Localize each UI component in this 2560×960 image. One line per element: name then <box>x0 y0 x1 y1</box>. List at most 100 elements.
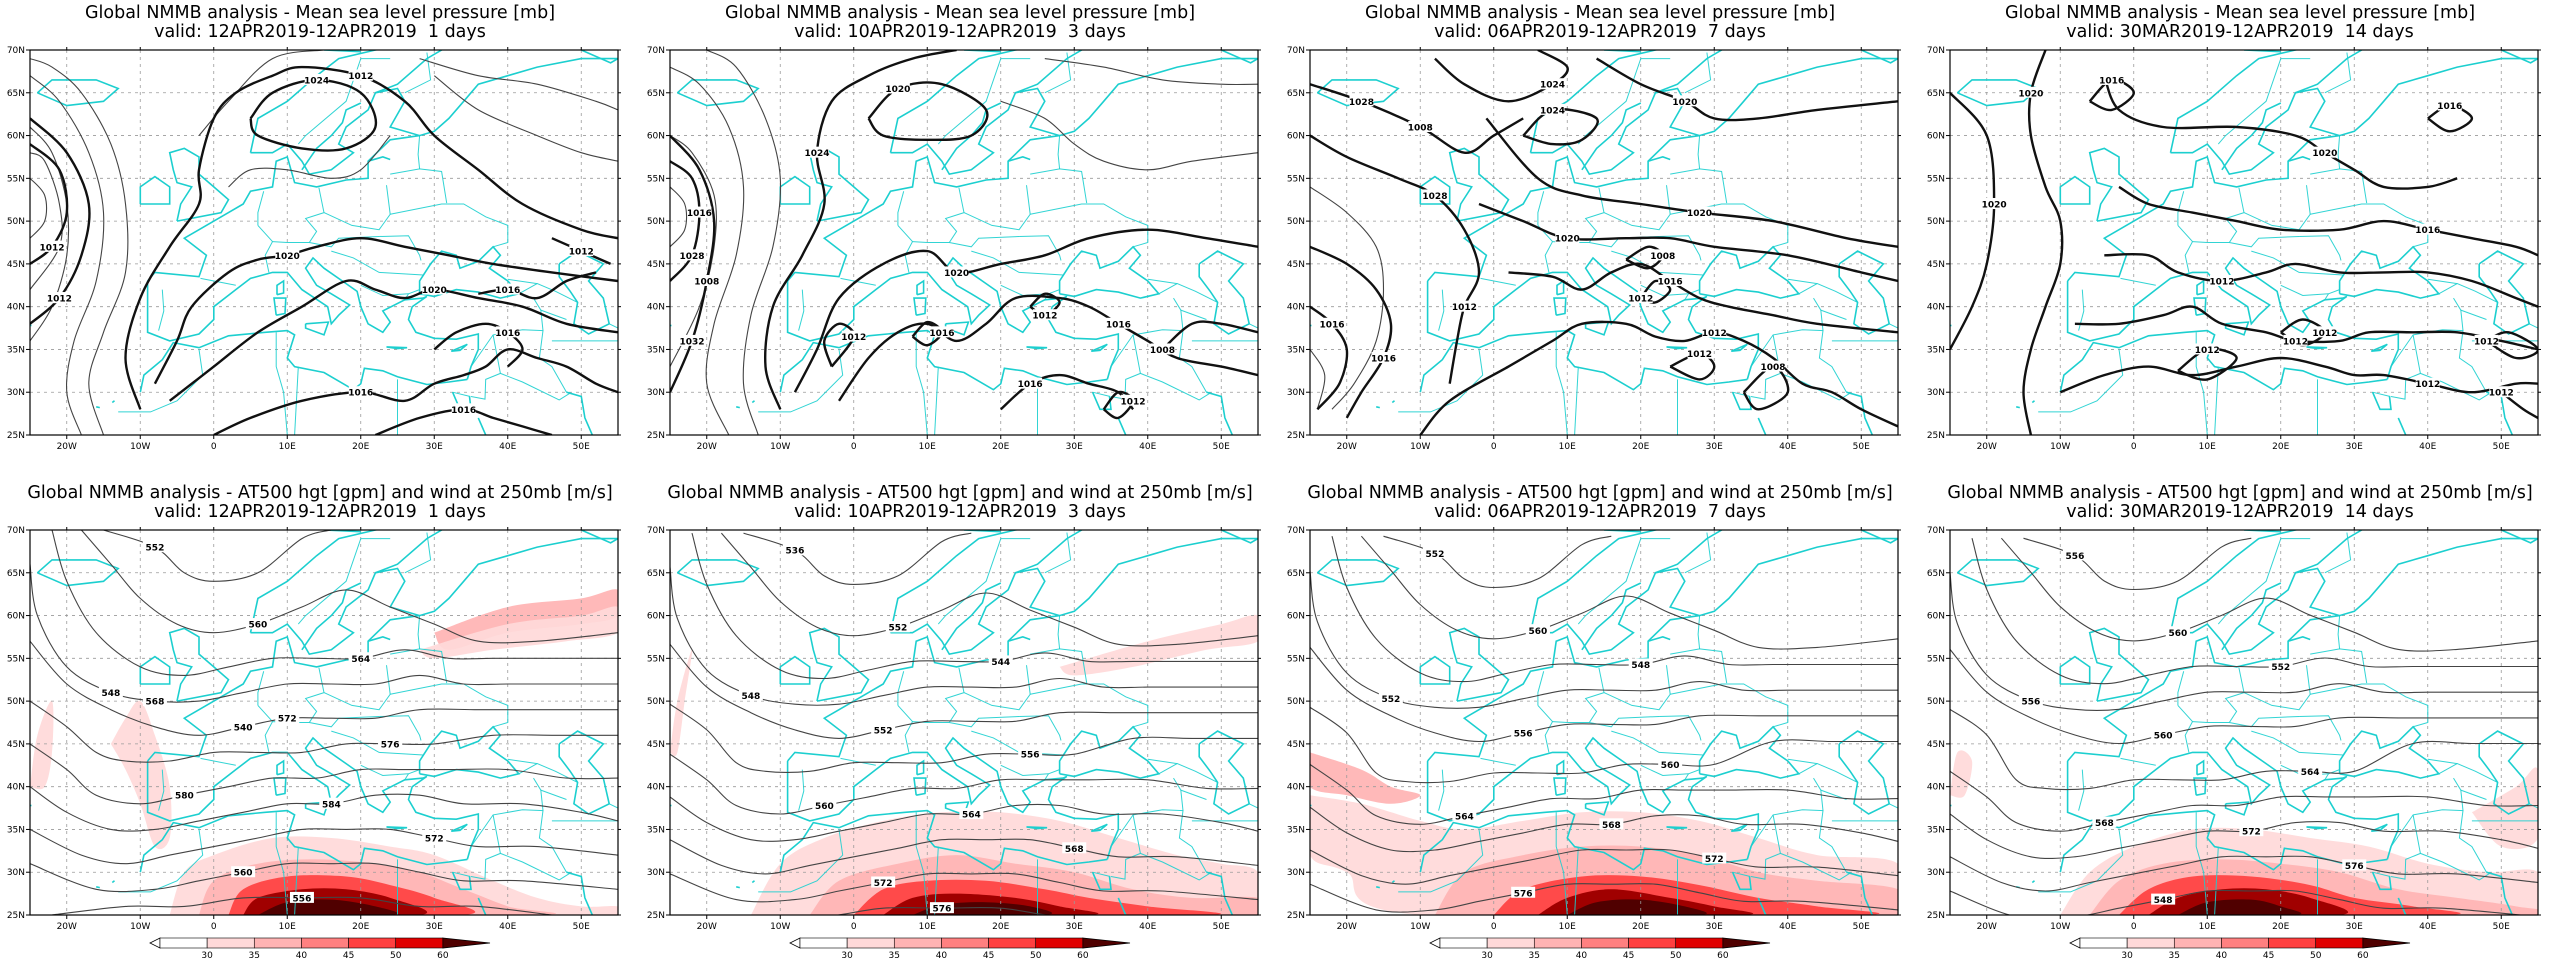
country-border <box>1140 372 1211 401</box>
coastline <box>146 256 480 380</box>
country-border <box>2528 323 2538 329</box>
contour-label-text: 572 <box>2242 828 2261 838</box>
contour-label-text: 548 <box>2154 896 2173 906</box>
coastline <box>386 826 408 830</box>
contour-label-text: 1016 <box>348 389 373 399</box>
coastline <box>2031 400 2035 404</box>
country-border <box>2324 52 2352 94</box>
country-border <box>2310 203 2429 248</box>
coastline <box>139 175 171 205</box>
coastline <box>1553 297 1567 316</box>
isobar <box>1310 134 1481 384</box>
contour-label: 1020 <box>2018 86 2043 99</box>
contour-label: 548 <box>98 686 123 699</box>
contour-label-text: 1020 <box>2018 89 2043 99</box>
coastline <box>146 736 480 860</box>
colorbar-segment <box>846 937 895 949</box>
coastline <box>301 102 362 171</box>
contour-label: 552 <box>2268 660 2293 673</box>
isobar <box>168 279 618 402</box>
coastline <box>1220 50 1258 64</box>
contour-label: 1012 <box>1687 347 1712 360</box>
coastline <box>1448 627 1510 702</box>
country-border <box>1750 297 1824 367</box>
isobar <box>249 78 378 152</box>
longitude-tick-label: 0 <box>211 922 217 932</box>
country-border <box>1180 309 1207 320</box>
country-border <box>758 829 844 893</box>
coastline <box>1316 559 1400 587</box>
contour-label-text: 544 <box>991 658 1010 668</box>
contour-label-text: 1008 <box>1150 346 1175 356</box>
coastline <box>2370 343 2388 352</box>
wind-speed-shading <box>670 649 693 757</box>
contour-label-text: 1012 <box>2283 337 2308 347</box>
latitude-tick-label: 45N <box>1287 740 1305 750</box>
latitude-tick-label: 60N <box>7 612 25 622</box>
country-border <box>2310 683 2429 728</box>
colorbar-segment <box>1035 937 1084 949</box>
longitude-tick-label: 20W <box>1977 922 1997 932</box>
coastline <box>676 79 760 107</box>
contour-label-text: 1012 <box>1452 303 1477 313</box>
latitude-tick-label: 60N <box>1927 612 1945 622</box>
coastline <box>1757 897 1767 915</box>
contour-label-text: 1012 <box>1687 350 1712 360</box>
colorbar-tick-label: 50 <box>390 951 402 960</box>
contour-label-text: 572 <box>874 879 893 889</box>
coastline <box>96 406 100 409</box>
longitude-tick-label: 50E <box>1853 922 1870 932</box>
coastline <box>367 636 391 642</box>
colorbar-tick-label: 40 <box>1576 951 1588 960</box>
coastline <box>2338 725 2441 779</box>
latitude-tick-label: 45N <box>647 740 665 750</box>
country-border <box>2337 615 2341 649</box>
country-border <box>1537 225 1554 273</box>
contour-label-text: 568 <box>1065 845 1084 855</box>
colorbar-segment <box>1628 937 1677 949</box>
coastline <box>779 809 1108 873</box>
contour-label-text: 1012 <box>569 248 594 258</box>
isobar <box>228 135 391 188</box>
longitude-tick-label: 40E <box>499 442 516 452</box>
coastline <box>2088 147 2150 222</box>
contour-label: 568 <box>142 695 167 708</box>
country-border <box>118 829 204 893</box>
coastline <box>1058 725 1161 779</box>
isobar <box>124 65 618 410</box>
country-border <box>1030 683 1149 728</box>
contour-label: 1020 <box>422 283 447 296</box>
contour-label-text: 568 <box>1602 821 1621 831</box>
country-border <box>1603 665 1671 711</box>
country-border <box>390 203 509 248</box>
contour-label-text: 564 <box>962 811 981 821</box>
coastline <box>2338 245 2441 299</box>
contour-label-text: 1028 <box>1349 98 1374 108</box>
contour-label: 576 <box>1511 886 1536 899</box>
contour-label-text: 556 <box>1514 729 1533 739</box>
contour-label: 1028 <box>1349 95 1374 108</box>
longitude-tick-label: 40E <box>2419 442 2436 452</box>
country-border <box>257 671 265 706</box>
contour-label: 1020 <box>1687 206 1712 219</box>
country-border <box>1697 615 1701 649</box>
contour-label: 548 <box>2151 893 2176 906</box>
coastline <box>2059 175 2091 205</box>
contour-label: 568 <box>2092 816 2117 829</box>
colorbar-tick-label: 30 <box>1481 951 1493 960</box>
coastline <box>1376 406 1380 409</box>
country-border <box>1577 538 1671 625</box>
map-frame <box>1309 49 1899 436</box>
latitude-tick-label: 70N <box>1287 526 1305 536</box>
country-border <box>1248 803 1258 809</box>
country-border <box>1110 777 1184 847</box>
contour-label-text: 584 <box>322 800 341 810</box>
country-border <box>470 334 501 400</box>
coastline <box>1666 346 1688 350</box>
height-contour <box>2000 537 2538 652</box>
contour-label: 1012 <box>1628 292 1653 305</box>
country-border <box>897 191 905 226</box>
map-canvas: 1032103210281024102010201016101610161016… <box>7 46 621 452</box>
latitude-tick-label: 35N <box>647 345 665 355</box>
longitude-tick-label: 50E <box>573 922 590 932</box>
